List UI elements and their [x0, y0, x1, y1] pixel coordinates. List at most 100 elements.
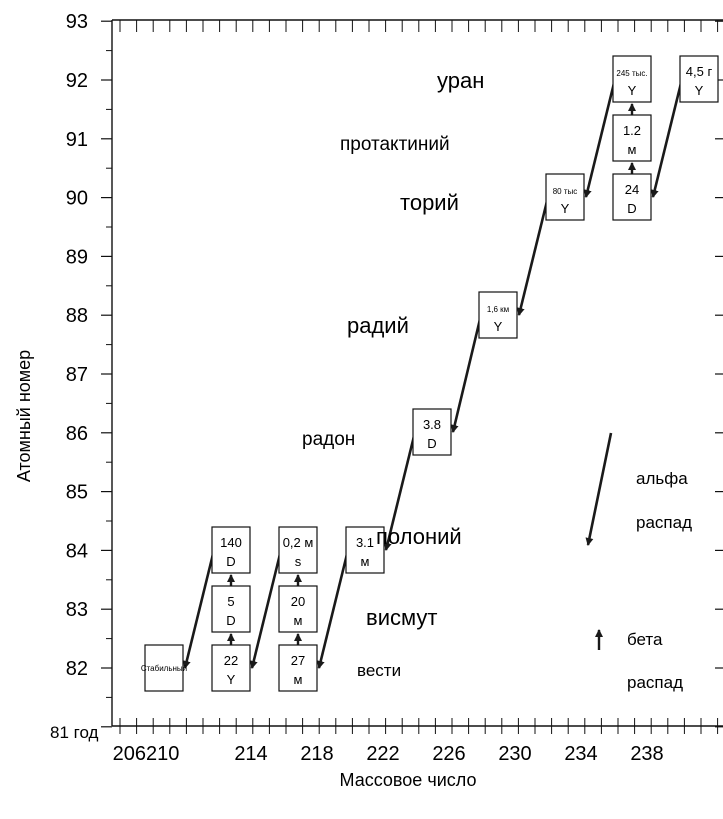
alpha-decay-arrow — [650, 78, 684, 198]
isotope-unit: Y — [494, 319, 503, 334]
isotope-half-life: 3.8 — [423, 417, 441, 432]
element-label: протактиний — [340, 134, 450, 155]
isotope-box-frame — [679, 55, 719, 103]
element-label: уран — [437, 68, 484, 93]
x-tick-label: 230 — [498, 743, 531, 765]
element-label: радий — [347, 313, 409, 338]
alpha-decay-arrow — [316, 549, 350, 669]
alpha-decay-arrow — [383, 431, 417, 551]
isotope-box: 140 D — [211, 526, 251, 574]
y-tick-label: 90 — [66, 188, 88, 210]
isotope-box-frame — [612, 173, 652, 221]
x-tick-label: 222 — [366, 743, 399, 765]
isotope-half-life: 80 тыс — [553, 187, 578, 196]
isotope-box: 1.2 м — [612, 114, 652, 162]
isotope-box: 80 тыс Y — [545, 173, 585, 221]
y-tick-label: 82 — [66, 658, 88, 680]
y-tick-label: 88 — [66, 305, 88, 327]
isotope-unit: Y — [695, 83, 704, 98]
isotope-unit: s — [295, 554, 302, 569]
y-axis-title: Атомный номер — [14, 350, 34, 482]
y-tick-label: 83 — [66, 599, 88, 621]
alpha-decay-arrow — [249, 549, 283, 669]
alpha-decay-arrow — [516, 196, 550, 316]
alpha-decay-arrow — [182, 549, 216, 669]
isotope-unit: Y — [561, 201, 570, 216]
legend-beta-label-line2: распад — [627, 673, 683, 692]
isotope-half-life: 22 — [224, 653, 238, 668]
isotope-unit: м — [628, 142, 637, 157]
y-tick-label: 93 — [66, 11, 88, 33]
isotope-unit: м — [294, 672, 303, 687]
alpha-decay-arrow — [450, 314, 483, 433]
isotope-unit: Y — [628, 83, 637, 98]
y-axis-bottom-label: 81 год — [50, 723, 99, 742]
isotope-half-life: 3.1 — [356, 535, 374, 550]
decay-arrows-layer — [182, 78, 684, 669]
isotope-half-life: 140 — [220, 535, 242, 550]
isotope-unit: м — [294, 613, 303, 628]
labels-layer: уран протактиний торий радий радон полоний вис… — [302, 68, 484, 680]
isotope-half-life: 4,5 г — [686, 64, 713, 79]
isotope-box-frame — [278, 644, 318, 692]
element-label: висмут — [366, 605, 437, 630]
isotope-box-frame — [478, 291, 518, 339]
legend-alpha-label-line1: альфа — [636, 469, 688, 488]
isotope-box-frame — [612, 55, 652, 103]
isotope-box-frame — [412, 408, 452, 456]
y-tick-label: 91 — [66, 129, 88, 151]
isotope-box-frame — [545, 173, 585, 221]
isotope-box: 0,2 м s — [278, 526, 318, 574]
isotope-box-frame — [211, 644, 251, 692]
isotope-unit: D — [427, 436, 436, 451]
legend: альфа распад бета распад — [585, 432, 692, 692]
y-tick-label: 92 — [66, 70, 88, 92]
isotope-box: 27 м — [278, 644, 318, 692]
x-axis-title: Массовое число — [340, 770, 477, 790]
y-tick-label: 87 — [66, 364, 88, 386]
isotope-half-life: 20 — [291, 594, 305, 609]
alpha-decay-arrow — [583, 78, 617, 198]
isotope-box-frame — [612, 114, 652, 162]
isotope-unit: D — [226, 554, 235, 569]
isotope-box: 245 тыс. Y — [612, 55, 652, 103]
isotope-box: 3.8 D — [412, 408, 452, 456]
isotope-box: 3.1 м — [345, 526, 385, 574]
isotope-half-life: 24 — [625, 182, 639, 197]
isotope-half-life: 1,6 км — [487, 305, 509, 314]
x-tick-label: 218 — [300, 743, 333, 765]
x-tick-label: 214 — [234, 743, 267, 765]
isotope-box-frame — [144, 644, 184, 692]
isotope-half-life: 5 — [227, 594, 234, 609]
isotope-unit: D — [627, 201, 636, 216]
isotope-box: 20 м — [278, 585, 318, 633]
isotope-box-frame — [211, 526, 251, 574]
isotope-box: 22 Y — [211, 644, 251, 692]
isotope-half-life: Стабильный — [141, 664, 187, 673]
x-tick-label: 234 — [564, 743, 597, 765]
element-label: радон — [302, 429, 355, 450]
x-tick-label: 238 — [630, 743, 663, 765]
isotope-box: 24 D — [612, 173, 652, 221]
isotope-box: 4,5 г Y — [679, 55, 719, 103]
x-tick-label: 206210 — [113, 743, 180, 765]
legend-alpha-arrow — [585, 432, 613, 546]
isotope-half-life: 1.2 — [623, 123, 641, 138]
legend-beta-label-line1: бета — [627, 630, 663, 649]
x-tick-label: 226 — [432, 743, 465, 765]
y-tick-label: 86 — [66, 423, 88, 445]
isotope-box-frame — [278, 585, 318, 633]
element-label: вести — [357, 661, 401, 680]
y-tick-label: 89 — [66, 246, 88, 268]
isotope-box: 5D — [211, 585, 251, 633]
isotope-box-frame — [211, 585, 251, 633]
y-tick-label: 85 — [66, 482, 88, 504]
isotope-half-life: 0,2 м — [283, 535, 314, 550]
isotope-unit: м — [361, 554, 370, 569]
isotope-box-frame — [278, 526, 318, 574]
isotope-boxes-layer: 4,5 г Y 245 тыс. Y 1.2 м 24 D 80 тыс Y 1,6 км Y 3.8 D… — [141, 55, 719, 692]
element-label: полоний — [376, 524, 462, 549]
isotope-half-life: 245 тыс. — [616, 69, 647, 78]
